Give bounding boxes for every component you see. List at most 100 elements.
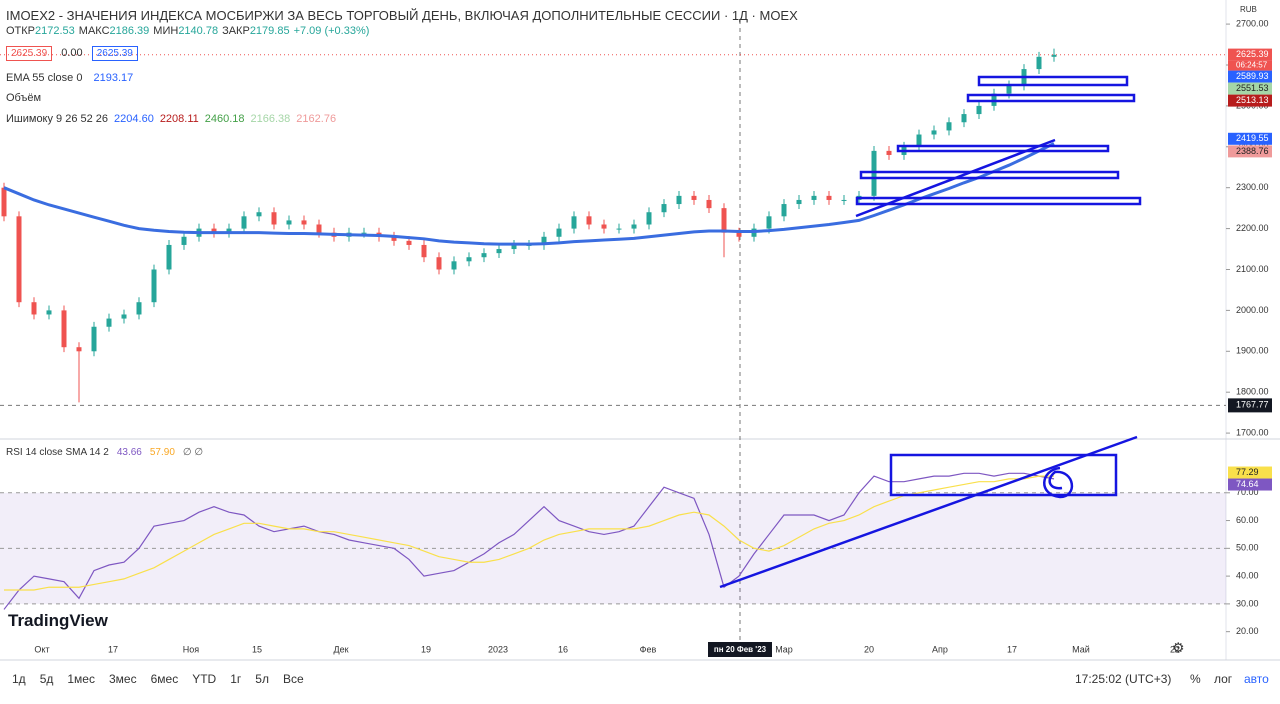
candle-body [571, 216, 577, 229]
candle-body [916, 134, 922, 147]
crosshair-date-badge [708, 642, 772, 657]
ichimoku-value: 2166.38 [250, 113, 291, 125]
period-button[interactable]: YTD [192, 672, 217, 686]
x-tick-label: 15 [252, 644, 262, 654]
price-badge [1228, 70, 1272, 83]
x-tick-label: 22 [1170, 644, 1180, 654]
x-tick-label: 2023 [488, 644, 508, 654]
spread: 0.00 [61, 47, 83, 59]
candle-body [391, 236, 397, 241]
y-tick-label: 2700.00 [1236, 18, 1269, 28]
period-button[interactable]: 6мес [150, 672, 179, 686]
change: +7.09 (+0.33%) [293, 25, 370, 37]
candle-body [421, 244, 427, 258]
crosshair-value: 1767.77 [1236, 400, 1269, 410]
candle-body [631, 224, 637, 229]
period-button[interactable]: Все [282, 672, 304, 686]
candle-body [766, 216, 772, 229]
y-tick-label: 20.00 [1236, 626, 1259, 636]
ichimoku-legend: Ишимоку 9 26 52 26 2204.60 2208.11 2460.18 2… [6, 113, 336, 125]
y-tick-label: 1900.00 [1236, 346, 1269, 356]
candle-body [841, 199, 847, 201]
candle-body [886, 150, 892, 155]
auto-toggle[interactable]: авто [1244, 672, 1269, 686]
ohlc-key: МАКС [78, 25, 110, 37]
candle-body [181, 236, 187, 245]
ohlc-value: 2140.78 [178, 25, 219, 37]
ohlc-key: ОТКР [6, 25, 36, 37]
y-tick-label: 60.00 [1236, 515, 1259, 525]
period-button[interactable]: 5л [255, 672, 269, 686]
trade-row: 2625.39 0.00 2625.39 [6, 46, 138, 61]
period-button[interactable]: 1д [12, 672, 26, 686]
period-button[interactable]: 5д [39, 672, 54, 686]
y-tick-label: 1800.00 [1236, 387, 1269, 397]
candle-body [931, 130, 937, 135]
rsi-name: RSI 14 close SMA 14 2 [6, 447, 109, 458]
x-tick-label: 20 [864, 644, 874, 654]
candle-body [211, 228, 217, 233]
candle-body [46, 310, 52, 315]
candle-body [646, 212, 652, 225]
period-button[interactable]: 1мес [67, 672, 95, 686]
candle-body [361, 232, 367, 234]
logo: TradingView [8, 611, 108, 630]
candle-body [691, 195, 697, 200]
user-drawings [719, 75, 1142, 589]
gear-icon[interactable]: ⚙ [1172, 640, 1185, 656]
candle-body [511, 244, 517, 250]
candle-body [286, 220, 292, 225]
price-badge-label: 2589.93 [1236, 71, 1269, 81]
candle-body [1036, 56, 1042, 70]
x-tick-label: Ноя [183, 644, 200, 654]
y-tick-label: 30.00 [1236, 598, 1259, 608]
candle-body [1051, 54, 1057, 57]
rsi-value: ∅ ∅ [182, 447, 204, 458]
y-tick-label: 2000.00 [1236, 305, 1269, 315]
candle-body [76, 347, 82, 352]
ichimoku-name: Ишимоку 9 26 52 26 [6, 113, 109, 125]
candle-body [826, 195, 832, 200]
price-badge-label: 74.64 [1236, 479, 1259, 489]
x-tick-label: Фев [640, 644, 657, 654]
ohlc-row: ОТКР2172.53 МАКС2186.39 МИН2140.78 ЗАКР2179… [6, 25, 369, 37]
y-tick-label: 2300.00 [1236, 182, 1269, 192]
candle-body [106, 318, 112, 327]
candle-body [586, 216, 592, 225]
candle-body [811, 195, 817, 200]
candle-body [121, 314, 127, 319]
x-tick-label: Апр [932, 644, 948, 654]
period-button[interactable]: 1г [230, 672, 242, 686]
candle-body [781, 204, 787, 217]
rsi-value: 43.66 [116, 447, 142, 458]
buy-price[interactable]: 2625.39 [91, 46, 138, 61]
candle-body [451, 261, 457, 270]
log-toggle[interactable]: лог [1214, 672, 1233, 686]
ohlc-key: ЗАКР [222, 25, 250, 37]
rsi-band [0, 492, 1226, 604]
candle-body [676, 195, 682, 205]
candle-body [721, 208, 727, 233]
ichimoku-value: 2460.18 [204, 113, 245, 125]
price-badge-label: 2551.53 [1236, 83, 1269, 93]
candle-body [316, 224, 322, 233]
price-badge-label: 2419.55 [1236, 133, 1269, 143]
currency: RUB [1240, 5, 1257, 14]
countdown-badge [1228, 60, 1272, 71]
candle-body [481, 253, 487, 258]
sell-price[interactable]: 2625.39 [6, 46, 53, 61]
countdown: 06:24:57 [1236, 61, 1268, 70]
price-badge-label: 77.29 [1236, 467, 1259, 477]
candle-body [871, 150, 877, 196]
candle-body [706, 199, 712, 209]
price-badge-label: 2625.39 [1236, 49, 1269, 59]
period-button[interactable]: 3мес [108, 672, 137, 686]
y-tick-label: 50.00 [1236, 543, 1259, 553]
candle-body [241, 216, 247, 229]
ichimoku-value: 2162.76 [296, 113, 337, 125]
candle-body [556, 228, 562, 237]
percent-toggle[interactable]: % [1190, 672, 1201, 686]
x-tick-label: 17 [1007, 644, 1017, 654]
period-bar: 1д 5д 1мес 3мес 6мес YTD 1г 5л Все [12, 672, 318, 686]
